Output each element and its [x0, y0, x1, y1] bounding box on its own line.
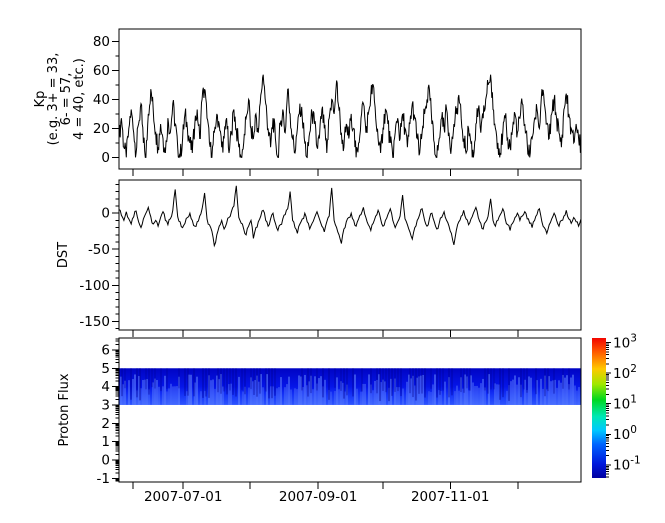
kp-axis-title-line-3: 6- = 57,: [59, 73, 74, 126]
colorbar: 103 102 101 100 10-1: [592, 332, 641, 478]
y-tick-label: 4: [101, 379, 110, 395]
kp-panel-axes: [112, 28, 582, 176]
kp-axis-title-line-1: Kp: [33, 91, 48, 108]
x-tick-label: 2007-07-01: [144, 489, 222, 505]
proton-flux-band-base: [119, 368, 581, 405]
colorbar-tick-label: 103: [613, 332, 637, 351]
x-tick-label: 2007-11-01: [411, 489, 489, 505]
dst-panel-axes: [112, 179, 582, 337]
proton-flux-band: [118, 368, 581, 405]
y-tick-label: 2: [101, 416, 110, 432]
y-tick-label: 0: [101, 206, 110, 222]
y-tick-label: 0: [101, 150, 110, 166]
colorbar-gradient: [592, 338, 606, 478]
y-tick-label: 20: [93, 121, 110, 137]
colorbar-tick-label: 100: [613, 424, 637, 443]
y-tick-label: -50: [88, 242, 110, 258]
y-tick-label: -100: [79, 278, 110, 294]
y-tick-label: 0: [101, 453, 110, 469]
kp-axis-title: Kp (e.g. 3+ = 33, 6- = 57, 4 = 40, etc.): [33, 53, 87, 146]
proton-y-tick-labels: -1 0 1 2 3 4 5 6: [97, 342, 110, 486]
kp-axis-title-line-2: (e.g. 3+ = 33,: [46, 53, 61, 146]
proton-flux-axis-title: Proton Flux: [57, 373, 72, 446]
proton_flux-panel-axes: [112, 337, 582, 489]
dst-y-tick-labels: 0 -50 -100 -150: [79, 206, 110, 330]
chart-layers: 103 102 101 100 10-1: [112, 28, 641, 489]
y-tick-label: 5: [101, 361, 110, 377]
y-tick-label: 1: [101, 434, 110, 450]
dst-series-line: [118, 185, 582, 248]
kp-frame: [118, 28, 582, 170]
colorbar-tick-label: 10-1: [613, 455, 641, 474]
y-tick-label: 3: [101, 398, 110, 414]
y-tick-label: 60: [93, 63, 110, 79]
x-tick-label: 2007-09-01: [279, 489, 357, 505]
kp-axis-title-line-4: 4 = 40, etc.): [72, 58, 87, 140]
y-tick-label: -150: [79, 314, 110, 330]
y-tick-label: 6: [101, 342, 110, 358]
y-tick-label: 80: [93, 34, 110, 50]
dst-axis-title: DST: [56, 242, 71, 268]
dst-frame: [118, 179, 582, 331]
y-tick-label: -1: [97, 471, 110, 487]
kp-series-line: [118, 74, 582, 159]
colorbar-tick-label: 101: [613, 393, 637, 412]
kp-y-tick-labels: 0 20 40 60 80: [93, 34, 110, 166]
x-axis-tick-labels: 2007-07-01 2007-09-01 2007-11-01: [144, 489, 489, 505]
colorbar-tick-label: 102: [613, 363, 637, 382]
proton_flux-frame: [118, 337, 582, 483]
y-tick-label: 40: [93, 92, 110, 108]
